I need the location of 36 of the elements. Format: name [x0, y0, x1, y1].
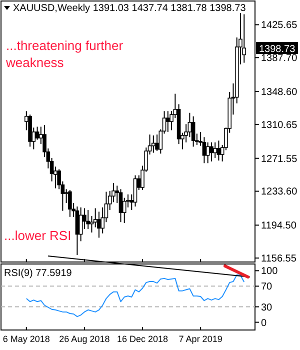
candlestick — [242, 14, 246, 64]
text: 1398.73 — [259, 44, 296, 56]
y-tick-label: 30 — [261, 302, 273, 314]
candlestick — [68, 190, 72, 218]
candlestick — [166, 110, 170, 132]
candlestick — [35, 126, 40, 140]
x-tick-label: 7 Apr 2019 — [178, 334, 222, 344]
y-tick-label: 1194.50 — [261, 220, 297, 232]
candlestick — [191, 116, 196, 148]
y-tick-label: 1425.65 — [261, 20, 298, 32]
candlestick — [78, 206, 83, 242]
chart-title: XAUUSD,Weekly 1391.03 1437.74 1381.78 1398.73 — [13, 3, 246, 14]
annotation: ...threatening further weakness — [5, 38, 124, 70]
y-tick-label: 1348.60 — [261, 87, 298, 98]
candlestick — [213, 142, 217, 158]
candlestick — [155, 134, 159, 152]
y-tick-label: 1271.55 — [261, 154, 298, 165]
y-tick-label: 70 — [261, 282, 273, 293]
candlestick — [216, 140, 221, 162]
y-tick-label: 1233.60 — [261, 186, 298, 198]
x-tick-label: 6 May 2018 — [2, 334, 50, 344]
annotation: ...lower RSI — [4, 228, 72, 243]
candlestick — [133, 174, 138, 208]
x-tick-label: 16 Dec 2018 — [116, 334, 168, 344]
x-tick-label: 26 Aug 2018 — [59, 334, 110, 344]
y-tick-label: 1156.55 — [261, 254, 297, 265]
candlestick — [97, 211, 101, 238]
chart-title: RSI(9) 77.5919 — [4, 268, 72, 279]
y-tick-label: 100 — [261, 266, 278, 278]
candlestick — [210, 142, 214, 162]
candlestick — [86, 209, 90, 230]
candlestick — [118, 188, 123, 223]
y-tick-label: 1310.65 — [261, 120, 298, 131]
y-tick-label: 1387.70 — [261, 53, 298, 64]
candlestick — [75, 206, 80, 256]
y-tick-label: 0 — [261, 318, 267, 329]
